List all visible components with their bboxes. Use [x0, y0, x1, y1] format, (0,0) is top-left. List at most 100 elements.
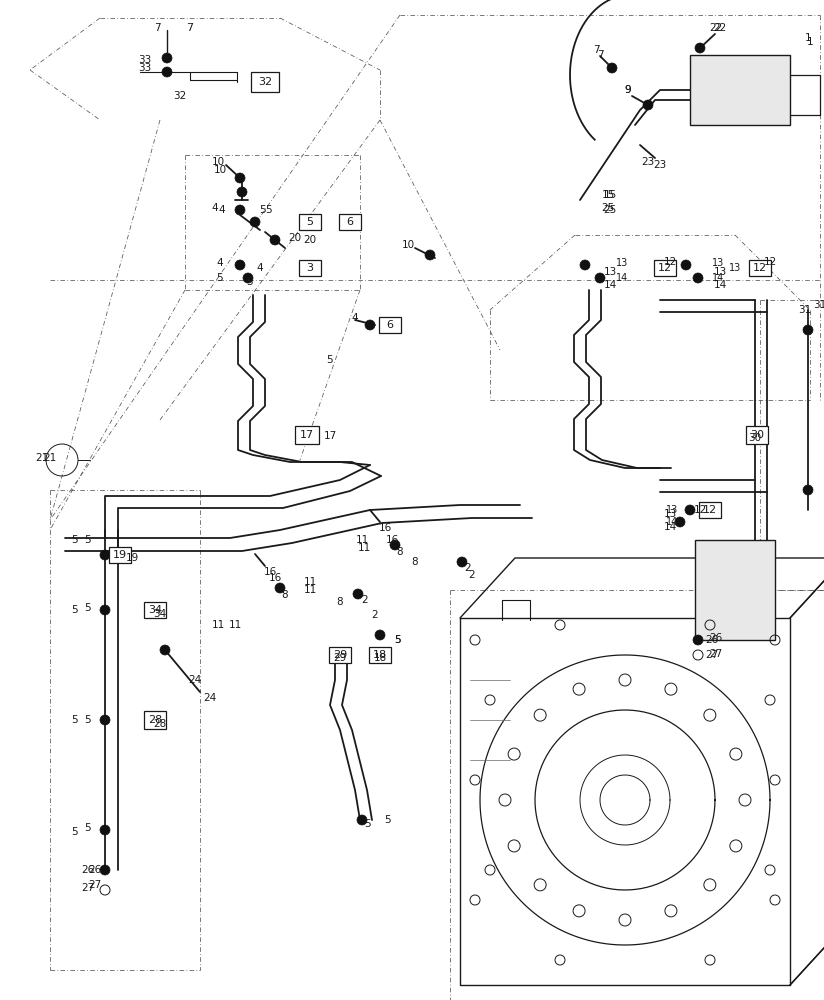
Text: 16: 16 — [264, 567, 277, 577]
Text: 13: 13 — [714, 267, 727, 277]
Circle shape — [390, 540, 400, 550]
Text: 32: 32 — [258, 77, 272, 87]
Circle shape — [243, 273, 253, 283]
Text: 5: 5 — [365, 819, 372, 829]
Text: 2: 2 — [469, 570, 475, 580]
Text: 33: 33 — [138, 55, 152, 65]
Text: 5: 5 — [265, 205, 272, 215]
Text: 34: 34 — [153, 609, 166, 619]
Text: 29: 29 — [333, 650, 347, 660]
Text: 13: 13 — [616, 258, 628, 268]
Circle shape — [695, 43, 705, 53]
Text: 30: 30 — [748, 433, 761, 443]
Text: 3: 3 — [307, 263, 313, 273]
Text: 24: 24 — [204, 693, 217, 703]
Text: 27: 27 — [82, 883, 95, 893]
Text: 20: 20 — [303, 235, 316, 245]
Text: 2: 2 — [372, 610, 378, 620]
Circle shape — [681, 260, 691, 270]
Circle shape — [100, 825, 110, 835]
Text: 12: 12 — [703, 505, 717, 515]
Text: 11: 11 — [228, 620, 241, 630]
Text: 11: 11 — [303, 577, 316, 587]
Text: 7: 7 — [592, 45, 599, 55]
Circle shape — [803, 485, 813, 495]
Text: 12: 12 — [753, 263, 767, 273]
FancyBboxPatch shape — [699, 502, 721, 518]
Circle shape — [237, 187, 247, 197]
Text: 13: 13 — [603, 267, 616, 277]
Text: 26: 26 — [88, 865, 101, 875]
Text: 14: 14 — [666, 517, 678, 527]
Circle shape — [100, 865, 110, 875]
FancyBboxPatch shape — [329, 647, 351, 663]
Circle shape — [235, 260, 245, 270]
Circle shape — [353, 589, 363, 599]
Circle shape — [580, 260, 590, 270]
Circle shape — [693, 635, 703, 645]
Text: 12: 12 — [658, 263, 672, 273]
Text: 16: 16 — [269, 573, 282, 583]
Text: 34: 34 — [148, 605, 162, 615]
Text: 5: 5 — [307, 217, 313, 227]
Text: 23: 23 — [653, 160, 667, 170]
FancyBboxPatch shape — [299, 214, 321, 230]
Text: 13: 13 — [729, 263, 741, 273]
Text: 19: 19 — [113, 550, 127, 560]
Text: 1: 1 — [807, 37, 813, 47]
Text: 14: 14 — [712, 273, 724, 283]
Text: 32: 32 — [173, 91, 186, 101]
Text: 2: 2 — [465, 563, 471, 573]
Text: 10: 10 — [213, 165, 227, 175]
Circle shape — [275, 583, 285, 593]
Text: 7: 7 — [186, 23, 194, 33]
Text: 31: 31 — [798, 305, 812, 315]
Text: 26: 26 — [82, 865, 95, 875]
Text: 28: 28 — [153, 719, 166, 729]
Circle shape — [365, 320, 375, 330]
Text: 15: 15 — [602, 190, 615, 200]
Circle shape — [100, 715, 110, 725]
Text: 5: 5 — [326, 355, 334, 365]
FancyBboxPatch shape — [746, 426, 768, 444]
FancyBboxPatch shape — [369, 647, 391, 663]
Text: 5: 5 — [72, 715, 78, 725]
Text: 27: 27 — [705, 650, 719, 660]
Text: 10: 10 — [212, 157, 225, 167]
Text: 6: 6 — [347, 217, 353, 227]
Text: 17: 17 — [300, 430, 314, 440]
Text: 7: 7 — [154, 23, 161, 33]
Text: 11: 11 — [355, 535, 368, 545]
Text: 30: 30 — [750, 430, 764, 440]
Text: 5: 5 — [85, 603, 91, 613]
Circle shape — [162, 53, 172, 63]
Text: 6: 6 — [386, 320, 394, 330]
Text: 5: 5 — [85, 715, 91, 725]
Text: 25: 25 — [602, 203, 615, 213]
FancyBboxPatch shape — [251, 72, 279, 92]
Text: 22: 22 — [714, 23, 727, 33]
Text: 10: 10 — [401, 240, 414, 250]
Circle shape — [607, 63, 617, 73]
Text: 21: 21 — [35, 453, 49, 463]
Text: 5: 5 — [385, 815, 391, 825]
Text: 15: 15 — [603, 190, 616, 200]
Text: 14: 14 — [714, 280, 727, 290]
Circle shape — [100, 605, 110, 615]
Text: 5: 5 — [395, 635, 401, 645]
Text: 28: 28 — [147, 715, 162, 725]
Text: 14: 14 — [603, 280, 616, 290]
Text: 14: 14 — [616, 273, 628, 283]
Text: 22: 22 — [709, 23, 723, 33]
Circle shape — [685, 505, 695, 515]
Text: 4: 4 — [218, 205, 225, 215]
Text: 7: 7 — [597, 50, 603, 60]
FancyBboxPatch shape — [379, 317, 401, 333]
Text: 4: 4 — [217, 258, 223, 268]
Text: 12: 12 — [693, 505, 707, 515]
FancyBboxPatch shape — [299, 260, 321, 276]
Text: 11: 11 — [303, 585, 316, 595]
Circle shape — [357, 815, 367, 825]
Text: 11: 11 — [212, 620, 225, 630]
Text: 5: 5 — [72, 827, 78, 837]
